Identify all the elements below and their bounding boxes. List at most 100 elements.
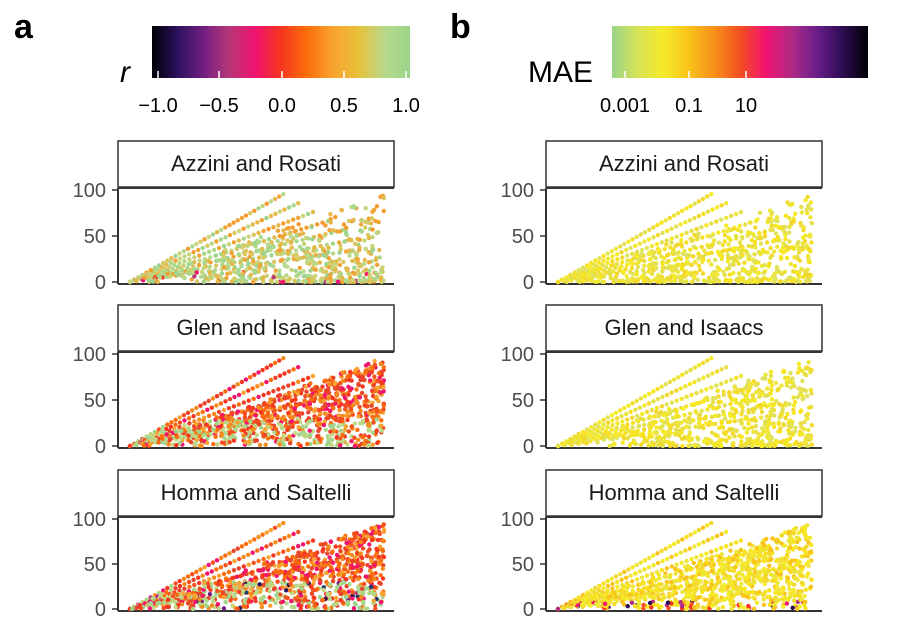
point [360,418,366,424]
point [724,596,730,601]
point [181,413,187,418]
point [210,595,216,600]
point [720,242,726,248]
point [317,260,323,265]
point [229,250,234,256]
point [709,421,715,427]
point [165,271,170,276]
point [270,403,275,408]
point [181,263,186,268]
point [352,435,357,440]
point [716,558,721,563]
point [787,401,792,407]
point [675,269,680,275]
point [748,270,753,275]
y-tick-label: 100 [73,344,106,366]
point [269,562,274,567]
point [684,240,689,245]
point [302,554,307,559]
point [260,203,265,209]
point [277,393,283,398]
point [193,434,199,439]
point [345,417,350,423]
point [293,559,298,564]
point [300,424,305,429]
point [231,438,237,443]
point [746,243,751,249]
point [261,556,266,562]
point [381,522,386,527]
point [630,401,635,406]
point [370,442,375,447]
point [358,540,363,545]
point [348,575,353,580]
point [238,574,243,579]
point [279,569,285,574]
point [296,365,301,370]
point [360,546,366,551]
point [334,229,340,234]
point [253,575,258,580]
point [177,583,183,589]
point [733,397,738,402]
point [678,278,683,284]
point [252,537,257,542]
point [358,222,364,227]
y-tick-label: 50 [84,390,106,412]
point [289,419,295,424]
point [712,413,718,418]
point [198,239,203,244]
colorbar-tick-label: −0.5 [199,95,238,117]
point [284,273,289,278]
point [797,258,803,263]
point [764,240,770,245]
point [340,413,345,419]
point [596,434,601,439]
point [669,226,674,231]
point [194,279,200,284]
point [788,275,793,280]
point [367,590,372,596]
point [642,403,647,408]
point [715,388,720,393]
point [705,523,710,528]
point [706,251,711,256]
point [628,245,633,251]
point [678,386,683,391]
point [654,409,659,415]
point [277,405,283,410]
point [306,273,312,278]
point [601,417,606,423]
point [683,220,688,225]
point [746,603,751,609]
point [785,412,790,417]
point [662,438,667,444]
point [223,389,228,394]
point [246,388,251,393]
point [593,422,598,427]
point [241,226,246,231]
point [285,402,290,407]
point [343,576,348,582]
point [338,247,343,252]
point [633,571,638,576]
point [241,588,246,594]
point [280,234,286,239]
point [246,224,251,229]
point [701,375,706,380]
point [615,421,620,426]
point [223,563,228,568]
point [327,568,333,573]
point [600,426,605,432]
point [372,585,377,590]
point [236,556,242,562]
point [194,270,199,275]
point [724,223,729,228]
point [378,277,383,282]
point [771,421,776,426]
point [217,578,222,584]
point [362,606,367,611]
point [646,237,652,242]
point [765,393,770,398]
point [264,273,270,279]
